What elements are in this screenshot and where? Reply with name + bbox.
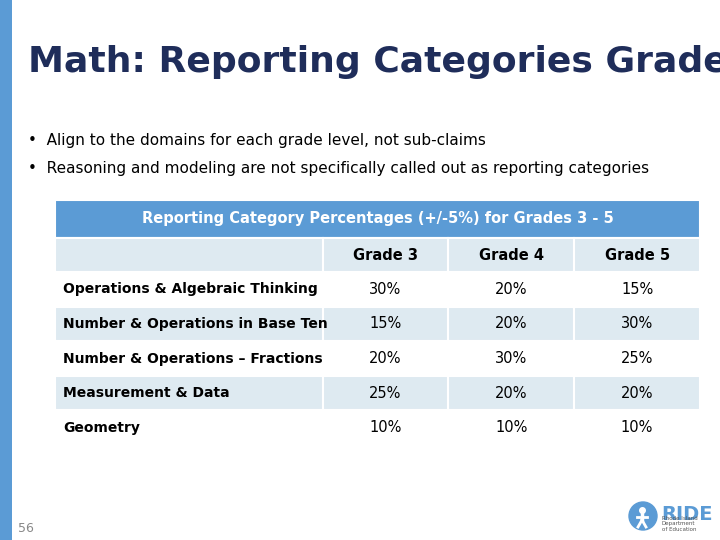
Text: Geometry: Geometry [63, 421, 140, 435]
Bar [323, 307, 449, 341]
Text: Rhode Island
Department
of Education: Rhode Island Department of Education [662, 516, 698, 532]
Bar [449, 272, 575, 307]
Text: 10%: 10% [369, 420, 402, 435]
Bar [55, 410, 323, 445]
Bar [55, 272, 323, 307]
Text: Reporting Category Percentages (+/-5%) for Grades 3 - 5: Reporting Category Percentages (+/-5%) f… [142, 212, 613, 226]
Bar [55, 376, 323, 410]
Bar [0, 0, 12, 540]
Text: Math: Reporting Categories Grades 3-5: Math: Reporting Categories Grades 3-5 [28, 45, 720, 79]
Text: Number & Operations in Base Ten: Number & Operations in Base Ten [63, 317, 328, 331]
Bar [449, 376, 575, 410]
Bar [323, 376, 449, 410]
Bar [449, 238, 575, 272]
Text: 10%: 10% [495, 420, 528, 435]
Bar [575, 376, 700, 410]
Text: 20%: 20% [495, 316, 528, 332]
Text: 15%: 15% [621, 282, 653, 297]
Text: 30%: 30% [621, 316, 653, 332]
Text: 10%: 10% [621, 420, 653, 435]
Bar [323, 341, 449, 376]
Text: Grade 5: Grade 5 [605, 247, 670, 262]
Circle shape [629, 502, 657, 530]
Bar [55, 238, 323, 272]
Text: •  Reasoning and modeling are not specifically called out as reporting categorie: • Reasoning and modeling are not specifi… [28, 160, 649, 176]
Bar [575, 272, 700, 307]
Bar [575, 341, 700, 376]
Text: Grade 4: Grade 4 [479, 247, 544, 262]
Bar [575, 307, 700, 341]
Bar [449, 341, 575, 376]
Bar [323, 272, 449, 307]
Text: 30%: 30% [495, 351, 528, 366]
Text: 25%: 25% [369, 386, 402, 401]
Text: 20%: 20% [495, 386, 528, 401]
Text: 20%: 20% [621, 386, 653, 401]
Bar [55, 200, 700, 238]
Bar [575, 238, 700, 272]
Bar [55, 341, 323, 376]
Text: RIDE: RIDE [661, 504, 713, 523]
Text: 25%: 25% [621, 351, 653, 366]
Bar [449, 410, 575, 445]
Text: 30%: 30% [369, 282, 402, 297]
Bar [575, 410, 700, 445]
Text: Operations & Algebraic Thinking: Operations & Algebraic Thinking [63, 282, 318, 296]
Text: 20%: 20% [369, 351, 402, 366]
Text: •  Align to the domains for each grade level, not sub-claims: • Align to the domains for each grade le… [28, 132, 486, 147]
Bar [449, 307, 575, 341]
Text: 56: 56 [18, 522, 34, 535]
Text: 15%: 15% [369, 316, 402, 332]
Bar [55, 307, 323, 341]
Bar [323, 410, 449, 445]
Text: 20%: 20% [495, 282, 528, 297]
Text: Grade 3: Grade 3 [353, 247, 418, 262]
Bar [323, 238, 449, 272]
Text: Number & Operations – Fractions: Number & Operations – Fractions [63, 352, 323, 366]
Text: Measurement & Data: Measurement & Data [63, 386, 230, 400]
